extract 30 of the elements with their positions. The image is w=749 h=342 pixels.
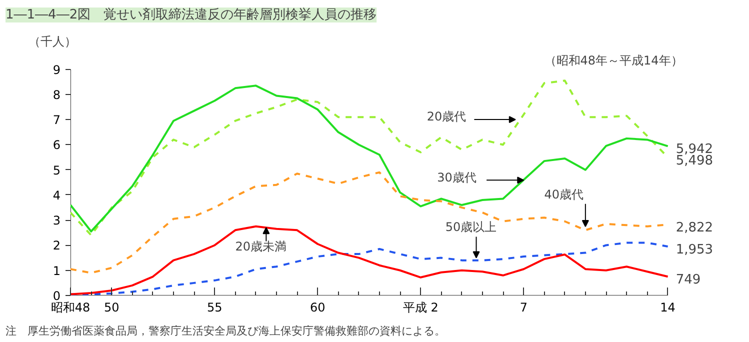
- x-tick-label: 14: [660, 300, 676, 314]
- y-tick-label: 3: [52, 214, 61, 228]
- x-tick-label: 平成 2: [402, 300, 438, 314]
- x-tick-label: 7: [520, 300, 528, 314]
- chart-subtitle: （昭和48年～平成14年）: [544, 53, 683, 68]
- y-tick-label: 1: [52, 264, 61, 278]
- y-tick-label: 0: [52, 289, 61, 303]
- y-axis-title: （千人）: [28, 34, 76, 48]
- y-tick-label: 8: [52, 88, 61, 102]
- text: 5,498: [676, 153, 714, 168]
- x-tick-label: 50: [104, 300, 120, 314]
- text: 2,822: [676, 220, 714, 236]
- x-tick-label: 55: [207, 300, 222, 314]
- x-tick-label: 60: [310, 300, 326, 314]
- x-tick-label: 昭和48: [50, 300, 90, 314]
- text: 50歳以上: [445, 220, 497, 234]
- series-label: 20歳未満: [235, 240, 287, 254]
- y-tick-label: 9: [52, 62, 61, 77]
- y-tick-label: 4: [52, 188, 61, 202]
- series-label: 30歳代: [437, 170, 476, 185]
- series-label: 20歳代: [426, 110, 466, 124]
- text: 749: [676, 272, 701, 288]
- y-tick-label: 6: [52, 138, 61, 152]
- chart-title: 1―1―4―2図 覚せい剤取締法違反の年齢層別検挙人員の推移: [6, 8, 377, 22]
- text: 1,953: [676, 242, 714, 258]
- y-tick-label: 5: [52, 163, 61, 178]
- text: 注 厚生労働省医薬食品局，警察庁生活安全局及び海上保安庁警備救難部の資料による。: [6, 324, 446, 338]
- series-label: 40歳代: [544, 188, 584, 202]
- y-tick-label: 2: [52, 238, 61, 253]
- y-tick-label: 7: [52, 113, 61, 128]
